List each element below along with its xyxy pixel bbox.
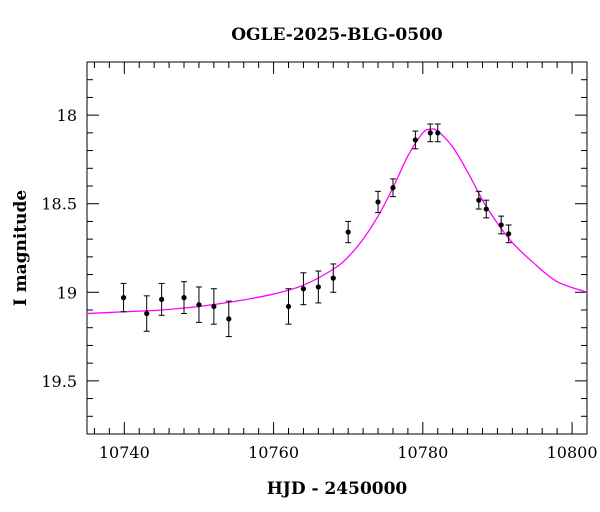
data-marker	[345, 229, 351, 235]
axes: 10740 10760 10780 10800 18 18.5 19 19.5	[41, 61, 598, 462]
data-marker	[375, 199, 381, 205]
data-point	[210, 288, 217, 325]
data-point	[434, 123, 441, 143]
data-marker	[315, 284, 321, 290]
data-point	[300, 272, 307, 306]
data-points-layer	[120, 123, 512, 338]
data-point	[143, 295, 150, 332]
data-point	[181, 281, 188, 315]
data-marker	[120, 295, 127, 301]
x-tick-label: 10780	[397, 443, 448, 462]
data-point	[195, 286, 202, 323]
plot-frame	[86, 61, 588, 435]
data-point	[158, 282, 165, 316]
data-marker	[330, 275, 336, 281]
data-marker	[390, 185, 396, 191]
data-point	[498, 215, 505, 235]
data-marker	[285, 303, 292, 310]
data-marker	[412, 137, 418, 143]
data-point	[389, 178, 396, 198]
data-point	[412, 130, 419, 150]
data-point	[120, 282, 127, 313]
data-point	[483, 199, 490, 219]
data-marker	[226, 316, 232, 322]
y-tick-label: 18.5	[41, 195, 77, 214]
x-tick-label: 10800	[547, 443, 598, 462]
x-axis-label: HJD - 2450000	[267, 479, 408, 499]
x-tick-label: 10760	[248, 443, 299, 462]
data-point	[475, 190, 482, 210]
data-marker	[506, 231, 512, 237]
data-marker	[435, 130, 441, 136]
data-point	[505, 224, 512, 244]
y-tick-label: 19	[57, 283, 77, 302]
data-marker	[144, 310, 150, 317]
data-point	[315, 270, 322, 304]
data-marker	[181, 295, 187, 301]
y-axis-label: I magnitude	[11, 190, 31, 307]
data-point	[225, 300, 232, 338]
data-marker	[498, 222, 504, 228]
y-tick-label: 18	[57, 106, 77, 125]
data-marker	[300, 286, 307, 292]
data-marker	[483, 206, 489, 212]
data-point	[375, 190, 382, 214]
data-point	[427, 123, 434, 143]
data-marker	[427, 130, 433, 136]
data-marker	[476, 197, 482, 203]
data-marker	[211, 303, 217, 310]
data-marker	[196, 302, 202, 308]
chart-title: OGLE-2025-BLG-0500	[231, 25, 443, 45]
data-point	[345, 220, 352, 244]
data-marker	[159, 296, 165, 302]
x-tick-label: 10740	[99, 443, 150, 462]
y-tick-label: 19.5	[41, 372, 77, 391]
data-point	[285, 288, 292, 325]
data-point	[330, 263, 337, 293]
